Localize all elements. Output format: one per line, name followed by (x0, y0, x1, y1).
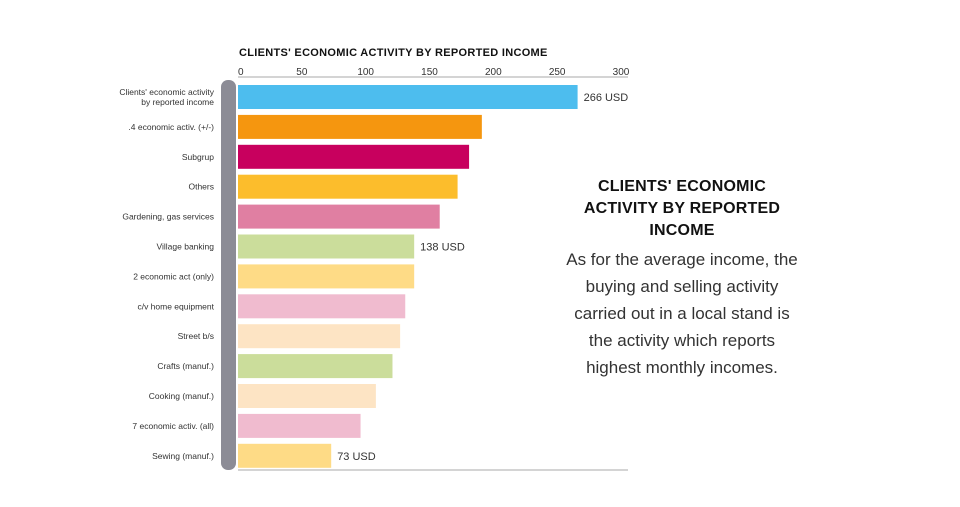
bar (238, 264, 415, 289)
category-label: Clients' economic activity by reported in… (119, 87, 214, 107)
data-label: 73 USD (337, 451, 376, 463)
bar (238, 324, 401, 349)
bar (238, 174, 458, 199)
x-tick-label: 150 (421, 67, 438, 78)
bar (238, 114, 482, 139)
category-label: 2 economic act (only) (133, 271, 214, 281)
bar (238, 384, 376, 408)
chart-title: CLIENTS' ECONOMIC ACTIVITY BY REPORTED I… (239, 47, 548, 59)
category-label: .4 economic activ. (+/-) (128, 122, 214, 132)
x-tick-label: 100 (357, 67, 374, 78)
bars-group (238, 85, 578, 468)
category-label: Gardening, gas services (122, 212, 214, 222)
category-labels: Clients' economic activity by reported in… (119, 87, 214, 461)
x-tick-label: 50 (296, 67, 308, 78)
side-panel: CLIENTS' ECONOMIC ACTIVITY BY REPORTED I… (566, 176, 798, 381)
category-label: c/v home equipment (137, 301, 214, 311)
bar (238, 85, 578, 109)
category-label: Street b/s (178, 331, 214, 341)
x-tick-label: 0 (238, 67, 244, 78)
category-label: Others (188, 182, 214, 192)
bar (238, 204, 440, 229)
x-axis-ticks: 0 50 100 150 200 250 300 (238, 67, 630, 78)
bar (238, 413, 361, 438)
category-label: Village banking (157, 242, 215, 252)
side-panel-title: CLIENTS' ECONOMIC ACTIVITY BY REPORTED I… (583, 178, 781, 239)
bar (238, 234, 415, 259)
x-tick-label: 300 (613, 67, 630, 78)
bar (238, 443, 332, 468)
category-accent-bar (221, 80, 236, 470)
x-tick-label: 200 (485, 67, 502, 78)
data-label: 266 USD (584, 92, 629, 104)
side-panel-text: As for the average income, the buying an… (566, 250, 798, 377)
bar (238, 294, 406, 319)
category-label: Crafts (manuf.) (157, 361, 214, 371)
category-label: Cooking (manuf.) (149, 391, 214, 401)
category-label: 7 economic activ. (all) (132, 421, 214, 431)
data-label: 138 USD (420, 242, 465, 254)
category-label: Subgrup (182, 152, 214, 162)
data-labels: 266 USD 138 USD 73 USD (337, 92, 628, 463)
bar (238, 144, 470, 169)
bar (238, 354, 393, 379)
x-tick-label: 250 (549, 67, 566, 78)
category-label: Sewing (manuf.) (152, 451, 214, 461)
